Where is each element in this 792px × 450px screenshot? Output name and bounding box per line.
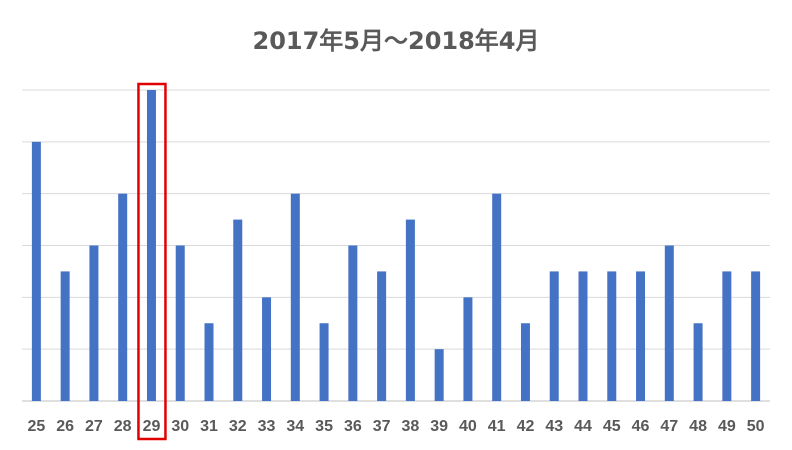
x-tick-label-41: 41 bbox=[488, 418, 506, 435]
x-tick-label-33: 33 bbox=[258, 418, 276, 435]
bar-33 bbox=[262, 297, 272, 401]
x-tick-label-36: 36 bbox=[344, 418, 362, 435]
x-tick-label-49: 49 bbox=[718, 418, 736, 435]
bar-29 bbox=[146, 90, 156, 401]
bar-44 bbox=[578, 271, 588, 401]
x-tick-label-29: 29 bbox=[143, 418, 161, 435]
x-tick-label-40: 40 bbox=[459, 418, 477, 435]
bar-50 bbox=[751, 271, 761, 401]
x-axis-tick-labels: 25 26 27 28 29 30 31 32 33 34 35 36 37 38 39 40 41 42 43 44… bbox=[27, 418, 764, 435]
bar-25 bbox=[31, 141, 41, 402]
x-tick-label-45: 45 bbox=[603, 418, 621, 435]
bar-30 bbox=[175, 245, 185, 401]
bar-40 bbox=[463, 297, 473, 401]
gridlines bbox=[22, 89, 770, 402]
bar-43 bbox=[549, 271, 559, 401]
bar-36 bbox=[348, 245, 358, 401]
bar-34 bbox=[290, 193, 300, 401]
bar-37 bbox=[377, 271, 387, 401]
bar-26 bbox=[60, 271, 70, 401]
x-tick-label-48: 48 bbox=[689, 418, 707, 435]
bar-46 bbox=[636, 271, 646, 401]
bar-49 bbox=[722, 271, 732, 401]
x-tick-label-35: 35 bbox=[315, 418, 333, 435]
bar-35 bbox=[319, 323, 329, 401]
x-tick-label-30: 30 bbox=[171, 418, 189, 435]
bar-32 bbox=[233, 219, 243, 401]
bar-42 bbox=[520, 323, 530, 401]
x-tick-label-34: 34 bbox=[286, 418, 304, 435]
x-tick-label-38: 38 bbox=[401, 418, 419, 435]
bar-38 bbox=[405, 219, 415, 401]
bar-27 bbox=[89, 245, 99, 401]
x-tick-label-46: 46 bbox=[632, 418, 650, 435]
highlight-box bbox=[137, 82, 167, 441]
x-tick-label-43: 43 bbox=[545, 418, 563, 435]
x-tick-label-25: 25 bbox=[27, 418, 45, 435]
bar-47 bbox=[664, 245, 674, 401]
bar-39 bbox=[434, 349, 444, 401]
bar-28 bbox=[118, 193, 128, 401]
x-tick-label-32: 32 bbox=[229, 418, 247, 435]
x-tick-label-37: 37 bbox=[373, 418, 391, 435]
x-tick-label-28: 28 bbox=[114, 418, 132, 435]
bar-41 bbox=[492, 193, 502, 401]
x-tick-label-50: 50 bbox=[747, 418, 765, 435]
bars bbox=[31, 90, 761, 402]
x-tick-label-44: 44 bbox=[574, 418, 592, 435]
x-tick-label-31: 31 bbox=[200, 418, 218, 435]
bar-45 bbox=[607, 271, 617, 401]
highlight-layer bbox=[137, 82, 167, 441]
x-tick-label-27: 27 bbox=[85, 418, 103, 435]
bar-48 bbox=[693, 323, 703, 401]
bar-31 bbox=[204, 323, 214, 401]
x-tick-label-26: 26 bbox=[56, 418, 74, 435]
x-tick-label-39: 39 bbox=[430, 418, 448, 435]
chart-title: 2017年5月～2018年4月 bbox=[253, 27, 540, 55]
x-tick-label-42: 42 bbox=[517, 418, 535, 435]
x-tick-label-47: 47 bbox=[660, 418, 678, 435]
